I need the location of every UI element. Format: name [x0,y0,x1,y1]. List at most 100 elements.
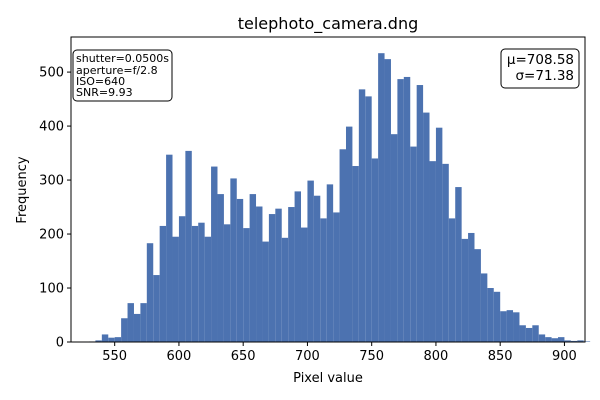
histogram-bar [133,313,141,342]
histogram-bar [101,334,109,342]
histogram-bar [429,161,436,342]
histogram-bar [474,249,481,342]
histogram-bar [558,337,565,342]
histogram-bar [564,340,571,342]
histogram-bar [159,225,167,342]
y-axis-label: Frequency [15,156,30,223]
histogram-bar [249,194,257,342]
exposure-iso: ISO=640 [76,75,125,88]
histogram-bar [307,180,314,342]
histogram-bar [358,89,366,342]
histogram-bar [166,154,173,342]
histogram-bar [384,59,391,342]
y-tick-label: 200 [39,228,64,243]
x-axis-ticks: 550 600 650 700 750 800 850 900 [102,342,577,364]
y-tick-label: 0 [56,336,64,351]
histogram-bar [480,273,488,342]
histogram-bar [500,311,507,342]
histogram-bar [416,85,424,342]
histogram-bar [448,218,456,342]
histogram-bar [191,225,199,342]
histogram-bar [127,303,134,342]
y-tick-label: 100 [39,282,64,297]
histogram-bar [185,150,192,342]
histogram-bar [570,340,578,342]
histogram-bar [294,191,302,342]
histogram-bar [320,218,327,342]
y-tick-label: 500 [39,66,64,81]
exposure-aperture: aperture=f/2.8 [76,64,158,77]
histogram-bar [223,224,231,342]
histogram-bar [140,303,147,342]
x-tick-label: 900 [552,349,577,364]
histogram-bar [339,149,346,342]
histogram-bar [114,337,122,342]
histogram-bar [583,341,591,342]
histogram-bar [236,198,244,342]
histogram-bar [95,340,102,342]
stats-frame [500,48,580,89]
histogram-bar [577,340,584,342]
histogram-bar [108,337,115,342]
histogram-bar [211,166,218,342]
histogram-bar [551,338,559,342]
histogram-bar [442,163,449,342]
chart-title: telephoto_camera.dng [238,14,419,34]
histogram-bar [268,214,276,342]
histogram-bar [423,112,430,342]
histogram-bar [493,291,501,342]
histogram-bar [410,146,417,342]
x-tick-label: 650 [231,349,256,364]
histogram-bar [121,318,128,342]
histogram-bar [178,216,186,342]
histogram-bar [288,207,295,342]
histogram-bar [217,194,224,342]
plot-frame [70,36,586,343]
histogram-bar [545,337,552,342]
stats-box: μ=708.58 σ=71.38 [500,48,580,89]
x-tick-label: 850 [488,349,513,364]
histogram-bar [461,238,469,342]
histogram-bar [262,241,269,342]
histogram-bar [365,96,372,342]
y-axis-ticks: 0 100 200 300 400 500 [39,66,71,351]
histogram-bar [525,327,533,342]
histogram-bars [88,53,591,343]
x-tick-label: 600 [167,349,192,364]
histogram-bar [435,127,443,342]
histogram-bar [345,126,353,342]
histogram-bar [397,79,404,343]
stats-mean: μ=708.58 [507,52,574,68]
x-axis-label: Pixel value [293,371,363,386]
histogram-bar [513,312,520,342]
histogram-bar [204,236,212,342]
histogram-bar [230,178,237,342]
histogram-bar [172,236,179,342]
histogram-bar [390,134,398,342]
histogram-bar [532,325,539,342]
y-tick-label: 400 [39,120,64,135]
x-tick-label: 750 [359,349,384,364]
histogram-bar [378,53,385,342]
histogram-bar [403,76,411,342]
histogram-bar [326,184,334,342]
histogram-bar [256,206,263,342]
histogram-bar [371,158,379,342]
histogram-bar [455,187,462,342]
histogram-bar [538,334,546,342]
histogram-bar [468,232,475,342]
y-tick-label: 300 [39,174,64,189]
histogram-bar [519,325,526,342]
histogram-bar [275,208,282,342]
exposure-info-frame [72,49,173,102]
histogram-bar [313,195,321,342]
histogram-bar [352,166,359,342]
exposure-shutter: shutter=0.0500s [76,52,169,65]
histogram-bar [243,228,250,342]
histogram-bar [281,237,289,342]
x-tick-label: 700 [295,349,320,364]
histogram-bar [301,227,308,342]
stats-sigma: σ=71.38 [515,68,574,84]
exposure-snr: SNR=9.93 [76,86,133,99]
